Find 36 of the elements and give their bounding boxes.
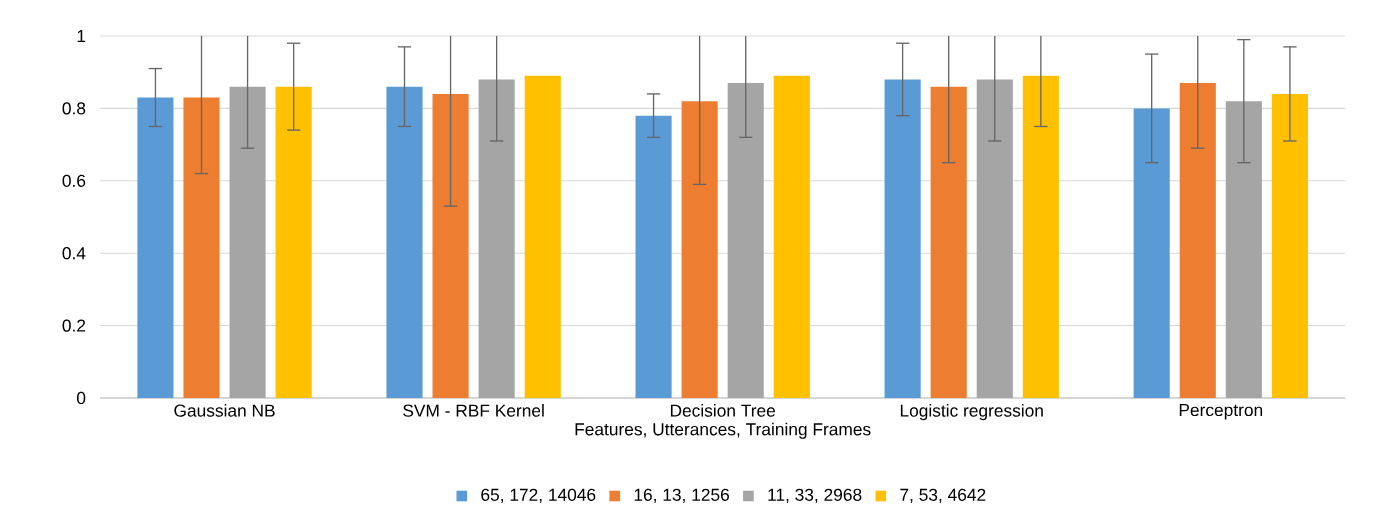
legend-label: 7, 53, 4642 bbox=[900, 488, 986, 503]
x-axis-title: Features, Utterances, Training Frames bbox=[575, 422, 871, 439]
bar bbox=[681, 101, 718, 398]
bar bbox=[635, 115, 672, 398]
bar bbox=[229, 86, 266, 398]
bar bbox=[930, 86, 967, 398]
legend-label: 11, 33, 2968 bbox=[768, 488, 862, 503]
legend-label: 65, 172, 14046 bbox=[481, 488, 596, 503]
bar bbox=[432, 93, 469, 398]
bar bbox=[1271, 93, 1308, 398]
bar bbox=[976, 79, 1013, 398]
bar bbox=[1133, 108, 1170, 398]
x-tick-label: Perceptron bbox=[1179, 404, 1263, 420]
bar bbox=[183, 97, 220, 398]
bar bbox=[137, 97, 174, 398]
bar bbox=[524, 75, 561, 398]
legend-label: 16, 13, 1256 bbox=[634, 488, 729, 503]
y-tick-label: 0.6 bbox=[62, 174, 86, 187]
bar bbox=[1179, 83, 1216, 398]
y-tick-label: 1 bbox=[77, 30, 86, 42]
x-tick-label: SVM - RBF Kernel bbox=[403, 404, 544, 417]
y-tick-label: 0.4 bbox=[62, 247, 86, 260]
bar bbox=[386, 86, 423, 398]
bar bbox=[1022, 75, 1059, 398]
y-tick-label: 0 bbox=[77, 391, 86, 405]
bar bbox=[727, 83, 764, 398]
bar bbox=[275, 86, 312, 398]
bar bbox=[478, 79, 515, 398]
x-tick-label: Gaussian NB bbox=[174, 404, 275, 417]
x-tick-label: Logistic regression bbox=[900, 404, 1043, 421]
bar bbox=[1225, 101, 1262, 398]
x-tick-label: Decision Tree bbox=[670, 404, 776, 417]
bar bbox=[773, 75, 810, 398]
y-tick-label: 0.2 bbox=[62, 319, 86, 332]
bar bbox=[884, 79, 921, 398]
y-tick-label: 0.8 bbox=[62, 102, 86, 115]
